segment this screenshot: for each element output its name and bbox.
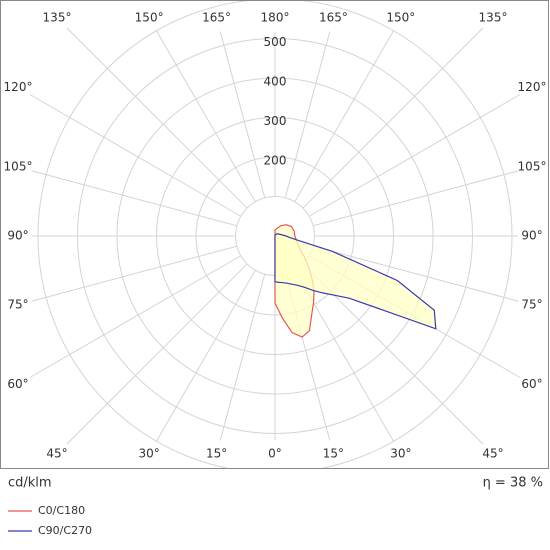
grid-spoke [284, 31, 331, 198]
unit-label: cd/klm [8, 476, 52, 491]
angle-label: 30° [138, 447, 159, 461]
grid-spoke [31, 245, 237, 302]
angle-label: 180° [261, 11, 290, 25]
angle-label: 0° [268, 447, 282, 461]
angle-label: 90° [7, 229, 28, 243]
angle-label: 75° [7, 297, 28, 311]
angle-label: 75° [521, 297, 542, 311]
grid-spoke [313, 170, 519, 227]
angle-label: 90° [521, 229, 542, 243]
legend-label: C0/C180 [38, 504, 85, 517]
legend-label: C90/C270 [38, 524, 92, 537]
grid-spoke [219, 31, 266, 198]
curves [274, 224, 437, 338]
angle-label: 15° [323, 447, 344, 461]
grid-spoke [302, 27, 484, 209]
labels: 0° 15° 15° 30° 30° 45° 45° 60° 60° 75° 75° 90° 90° 10… [4, 11, 547, 461]
radius-label: 200 [264, 154, 287, 168]
angle-label: 165° [319, 11, 348, 25]
grid-spoke [308, 94, 521, 217]
angle-label: 165° [202, 11, 231, 25]
grid-spoke [155, 29, 256, 203]
grid [29, 1, 521, 468]
grid-spoke [29, 255, 242, 378]
angle-label: 15° [206, 447, 227, 461]
grid-spoke [219, 274, 266, 441]
angle-label: 105° [518, 160, 547, 174]
angle-label: 45° [46, 447, 67, 461]
grid-spoke [313, 245, 519, 302]
angle-label: 45° [482, 447, 503, 461]
grid-spoke [29, 94, 242, 217]
grid-spoke [66, 27, 248, 209]
radius-label: 300 [264, 114, 287, 128]
radius-label: 400 [264, 75, 287, 89]
angle-label: 135° [43, 11, 72, 25]
angle-label: 60° [7, 377, 28, 391]
angle-label: 60° [521, 377, 542, 391]
angle-label: 120° [4, 80, 33, 94]
grid-spoke [155, 269, 256, 443]
angle-label: 120° [518, 80, 547, 94]
angle-label: 30° [390, 447, 411, 461]
intensity-curve [274, 233, 437, 330]
angle-label: 105° [4, 160, 33, 174]
grid-spoke [66, 263, 248, 445]
angle-label: 135° [479, 11, 508, 25]
grid-spoke [294, 29, 395, 203]
grid-spoke [31, 170, 237, 227]
efficiency-label: η = 38 % [483, 476, 543, 491]
radius-label: 500 [264, 35, 287, 49]
angle-label: 150° [135, 11, 164, 25]
angle-label: 150° [386, 11, 415, 25]
legend: C0/C180 C90/C270 [8, 504, 92, 537]
